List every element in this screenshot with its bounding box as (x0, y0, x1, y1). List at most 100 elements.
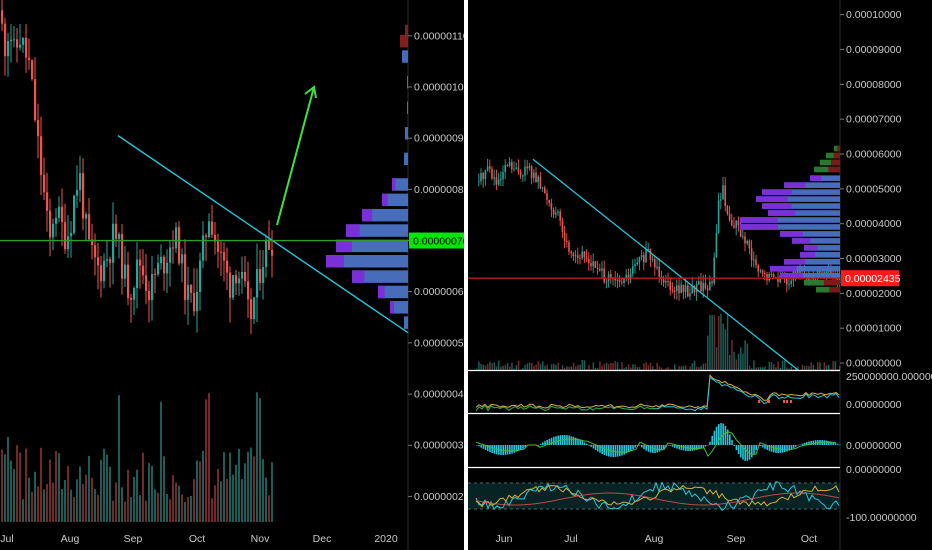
y-tick-label: 0.00000030 (414, 440, 464, 452)
volume-bar (517, 360, 520, 370)
volume-bar (88, 455, 90, 522)
candle-body (627, 274, 630, 280)
candle-body (742, 236, 744, 238)
candle-body (13, 39, 16, 41)
candle-body (577, 255, 579, 258)
candle-body (623, 278, 625, 283)
histogram-bar (795, 445, 797, 447)
candle-body (603, 268, 605, 282)
right-chart[interactable]: 0.00010000 0.00009000 0.00008000 0.00007000… (468, 0, 932, 550)
candle-body (524, 166, 526, 176)
candle-body (61, 206, 64, 223)
histogram-bar (522, 445, 524, 449)
candle-body (265, 239, 268, 268)
volume-bar (663, 369, 665, 370)
volume-bar (757, 367, 760, 370)
volume-bar (830, 368, 832, 370)
candle-body (555, 212, 557, 215)
histogram-bar (577, 438, 579, 445)
volume-bar (208, 393, 210, 522)
indicator-marker (783, 400, 785, 403)
indicator-marker (758, 400, 760, 403)
candle-body (244, 272, 247, 282)
candle-body (533, 172, 535, 178)
volume-bar (707, 335, 709, 370)
volume-profile-bar (390, 301, 408, 314)
candle-body (238, 278, 241, 284)
candle-body (28, 57, 31, 61)
histogram-bar (812, 440, 815, 445)
candle-body (682, 284, 685, 292)
histogram-bar (682, 445, 685, 451)
volume-bar (746, 343, 749, 370)
volume-bar (500, 366, 502, 370)
candle-body (772, 274, 775, 278)
candle-body (537, 176, 539, 183)
volume-bar (58, 453, 60, 522)
histogram-bar (546, 439, 548, 445)
right-chart-panel[interactable]: 0.00010000 0.00009000 0.00008000 0.00007000… (468, 0, 932, 550)
volume-bar (788, 368, 790, 370)
volume-bar (823, 362, 826, 370)
histogram-bar (707, 445, 709, 446)
candle-body (49, 210, 52, 238)
volume-profile-bar (834, 145, 840, 152)
volume-bar (220, 481, 222, 522)
signal-line (475, 431, 837, 458)
candle-body (651, 259, 654, 261)
volume-bar (478, 361, 480, 370)
volume-profile-bar (405, 127, 408, 140)
candle-body (268, 239, 271, 250)
volume-profile-bar (780, 272, 803, 279)
trendline-descending (532, 158, 799, 371)
left-chart[interactable]: 0.00000110 0.00000100 0.00000090 0.00000080… (0, 0, 464, 550)
candle-body (486, 166, 489, 171)
volume-bar (601, 365, 603, 370)
candle-body (34, 79, 37, 121)
candle-body (544, 187, 546, 194)
candle-body (522, 175, 524, 177)
candle-body (190, 284, 193, 293)
candle-body (535, 172, 537, 183)
candle-body (109, 259, 112, 263)
histogram-bar (638, 445, 641, 446)
candle-body (625, 274, 627, 279)
candle-body (673, 290, 676, 292)
volume-bar (238, 448, 240, 522)
candle-body (563, 232, 566, 242)
candle-body (720, 199, 722, 201)
candle-body (166, 262, 169, 274)
candle-body (482, 173, 484, 180)
histogram-bar (830, 441, 832, 445)
volume-profile-bar (362, 208, 373, 222)
candle-body (259, 268, 262, 283)
volume-bar (142, 452, 144, 522)
volume-bar (702, 363, 705, 370)
candle-body (256, 268, 259, 298)
candle-body (588, 258, 590, 264)
volume-bar (676, 369, 678, 370)
volume-bar (511, 362, 513, 370)
candle-body (548, 199, 550, 204)
candle-body (64, 222, 67, 250)
left-chart-panel[interactable]: 0.00000110 0.00000100 0.00000090 0.00000080… (0, 0, 464, 550)
volume-profile-bar (346, 224, 360, 237)
volume-bar (698, 366, 700, 370)
volume-bar (645, 362, 647, 370)
y-tick-label: 0.00000000 (846, 358, 902, 370)
volume-bar (737, 353, 740, 370)
volume-bar (715, 347, 718, 370)
volume-bar (13, 468, 15, 522)
histogram-bar (803, 442, 806, 445)
candle-body (118, 233, 121, 239)
histogram-bar (476, 445, 478, 446)
volume-profile-bar (407, 101, 408, 114)
volume-bar (588, 365, 590, 370)
candle-body (196, 291, 199, 312)
volume-bar (151, 465, 153, 522)
histogram-bar (652, 445, 654, 453)
volume-bar (630, 367, 632, 370)
x-tick-label: 2020 (374, 533, 398, 545)
candle-body (830, 270, 832, 275)
volume-bar (184, 501, 186, 522)
